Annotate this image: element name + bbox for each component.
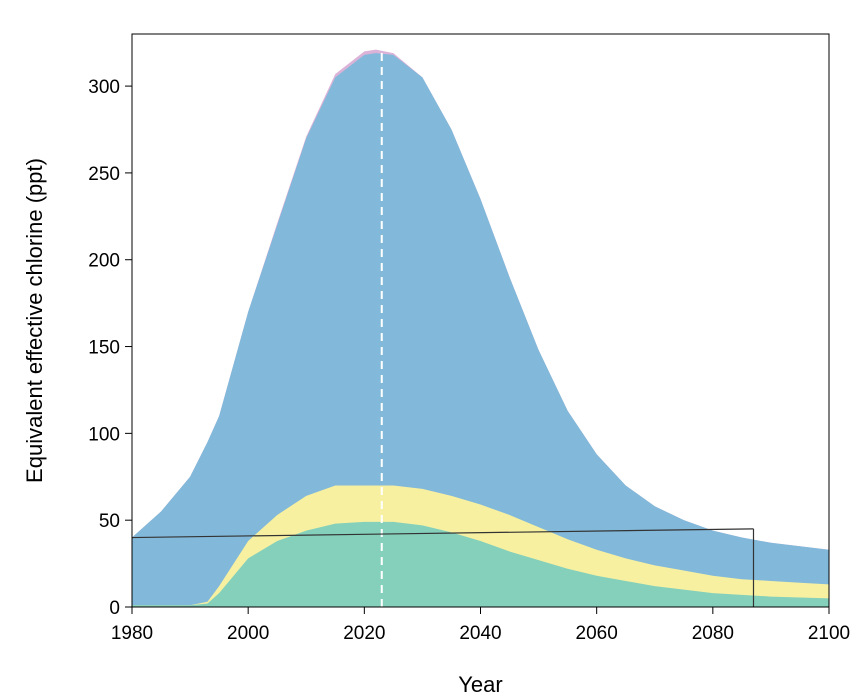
x-tick-label: 2060 bbox=[576, 623, 618, 644]
stacked-areas bbox=[132, 49, 829, 608]
y-tick-label: 0 bbox=[109, 598, 120, 619]
axis-ticks: 1980 2000 2020 2040 2060 2080 2100 0 50 100 150 200… bbox=[88, 77, 850, 644]
x-tick-label: 2000 bbox=[227, 623, 269, 644]
x-axis-title: Year bbox=[458, 672, 502, 697]
y-tick-label: 100 bbox=[88, 424, 120, 445]
y-tick-label: 250 bbox=[88, 164, 120, 185]
x-tick-label: 2080 bbox=[692, 623, 734, 644]
reference-level-line bbox=[131, 528, 754, 539]
y-tick-label: 300 bbox=[88, 77, 120, 98]
x-tick-label: 2020 bbox=[343, 623, 385, 644]
y-axis-title: Equivalent effective chlorine (ppt) bbox=[22, 158, 47, 483]
x-tick-label: 1980 bbox=[111, 623, 153, 644]
x-tick-label: 2040 bbox=[459, 623, 501, 644]
chart-annotations bbox=[131, 51, 755, 607]
area-series-2 bbox=[132, 53, 829, 608]
area-series-0 bbox=[132, 521, 829, 607]
y-tick-label: 50 bbox=[99, 511, 120, 532]
y-tick-label: 200 bbox=[88, 251, 120, 272]
x-tick-label: 2100 bbox=[808, 623, 850, 644]
y-tick-label: 150 bbox=[88, 338, 120, 359]
